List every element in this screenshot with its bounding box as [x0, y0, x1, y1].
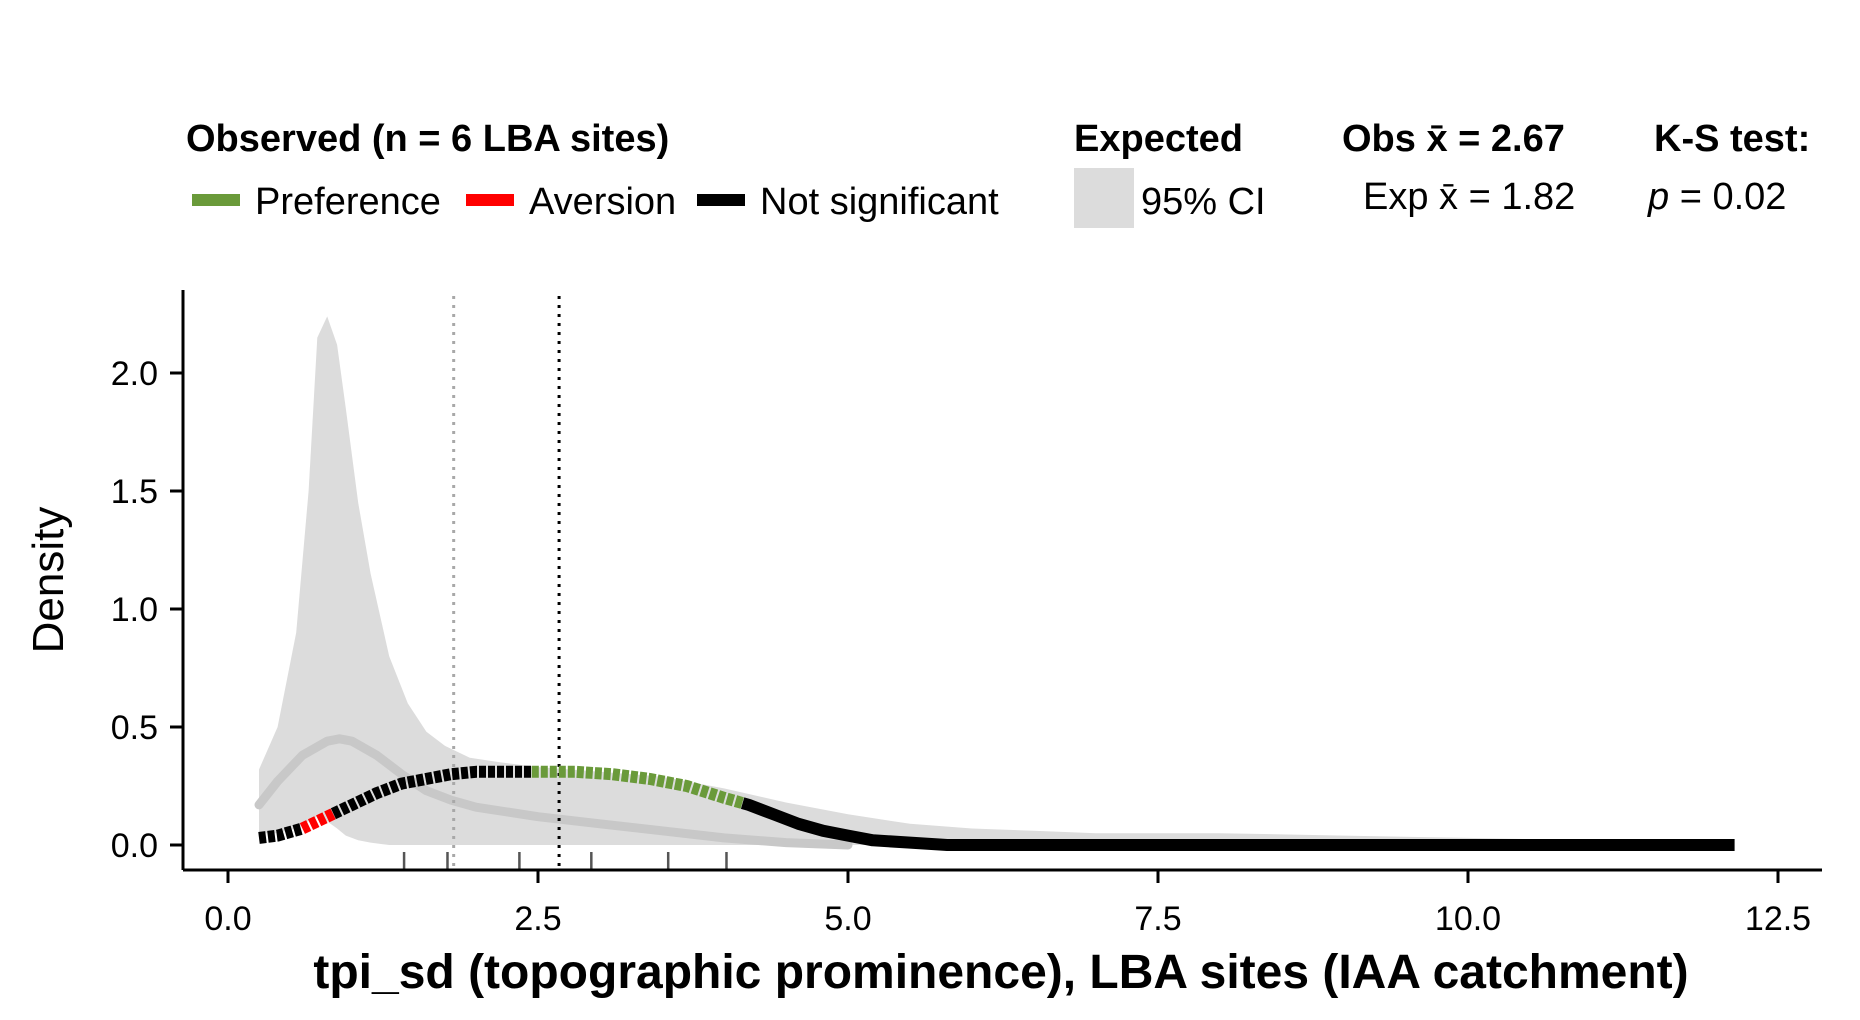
- legend-aversion-label: Aversion: [529, 181, 676, 223]
- legend-ks-title: K-S test:: [1654, 118, 1810, 160]
- observed-segment-not-significant-2: [330, 765, 532, 820]
- legend-not-significant-swatch: [697, 194, 745, 206]
- x-tick-label-0: 0.0: [204, 900, 251, 938]
- axes-layer: 0.0 0.5 1.0 1.5 2.0 0.0 2.5 5.0 7.5 10.0 12.5: [111, 290, 1822, 938]
- legend-observed-title: Observed (n = 6 LBA sites): [186, 118, 669, 160]
- y-axis-title: Density: [24, 507, 73, 654]
- observed-curve-layer: [258, 765, 1735, 851]
- legend-aversion-swatch: [466, 194, 514, 206]
- legend-ks-p: p = 0.02: [1647, 176, 1786, 218]
- ci-band: [259, 316, 1735, 845]
- observed-segment-preference-3: [531, 765, 745, 809]
- y-tick-label-3: 1.5: [111, 473, 158, 511]
- x-tick-label-2: 5.0: [824, 900, 871, 938]
- observed-segment-not-significant-4: [740, 797, 1735, 851]
- rug-layer: [402, 852, 728, 870]
- observed-segment-aversion-1: [299, 808, 337, 834]
- y-tick-label-4: 2.0: [111, 355, 158, 393]
- ci-band-layer: [259, 316, 1735, 845]
- y-tick-label-1: 0.5: [111, 709, 158, 747]
- observed-segment-not-significant-0: [258, 822, 305, 844]
- legend-ci-label: 95% CI: [1141, 181, 1266, 223]
- x-tick-label-3: 7.5: [1134, 900, 1181, 938]
- legend-preference-swatch: [192, 194, 240, 206]
- expected-mean-layer: [254, 734, 853, 850]
- legend-preference-label: Preference: [255, 181, 441, 223]
- y-tick-label-0: 0.0: [111, 827, 158, 865]
- legend-ci-swatch: [1074, 168, 1134, 228]
- x-axis-title: tpi_sd (topographic prominence), LBA sit…: [313, 946, 1688, 999]
- legend-exp-mean-label: Exp x̄ = 1.82: [1363, 176, 1575, 218]
- x-tick-label-4: 10.0: [1435, 900, 1501, 938]
- x-tick-label-1: 2.5: [514, 900, 561, 938]
- expected-mean-curve: [254, 734, 853, 850]
- legend-expected-title: Expected: [1074, 118, 1243, 160]
- y-tick-label-2: 1.0: [111, 591, 158, 629]
- legend-not-significant-label: Not significant: [760, 181, 999, 223]
- legend-obs-mean-label: Obs x̄ = 2.67: [1342, 118, 1565, 160]
- x-tick-label-5: 12.5: [1745, 900, 1811, 938]
